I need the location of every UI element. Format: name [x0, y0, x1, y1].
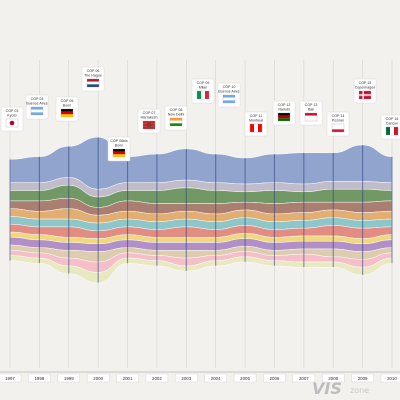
conference-number: COP 13	[305, 103, 318, 107]
conference-city: Cancun	[386, 122, 398, 126]
poland-flag-icon	[331, 123, 345, 133]
conference-city: New Delhi	[168, 113, 185, 117]
conference-city: Poznan	[332, 119, 344, 123]
conference-city: The Hague	[84, 74, 102, 78]
canada-flag-icon	[249, 123, 263, 133]
x-tick-label: 1999	[64, 376, 74, 381]
conference-number: COP 04	[31, 97, 44, 101]
year-tab	[0, 373, 22, 383]
conference-number: COP 10	[223, 85, 236, 89]
svg-text:VIS: VIS	[312, 379, 342, 398]
indonesia-flag-icon	[304, 112, 318, 122]
year-tab	[292, 373, 316, 383]
conference-number: COP 14	[332, 114, 345, 118]
conference-city: Buenos Aires	[218, 90, 239, 94]
year-tab	[204, 373, 227, 383]
x-tick-label: 2008	[328, 376, 338, 381]
conference-number: COP 03	[6, 109, 19, 113]
conference-number: COP 12	[278, 103, 291, 107]
conference-city: Bali	[308, 108, 314, 112]
year-tab	[233, 373, 257, 383]
argentina-flag-icon	[30, 106, 44, 116]
kenya-flag-icon	[277, 112, 291, 122]
conference-city: Montreal	[249, 119, 263, 123]
conference-number: COP 07	[143, 111, 156, 115]
conference-number: COP 08	[170, 108, 183, 112]
x-tick-label: 1998	[34, 376, 44, 381]
watermark-logo: VIS zone	[312, 379, 369, 398]
denmark-flag-icon	[358, 90, 372, 100]
conference-city: Bonn	[115, 144, 123, 148]
conference-city: Kyoto	[7, 114, 16, 118]
svg-text:zone: zone	[350, 386, 369, 395]
year-tab	[57, 373, 80, 383]
japan-flag-icon	[5, 118, 19, 128]
year-tab	[380, 373, 400, 383]
year-tab	[351, 373, 374, 383]
argentina-flag-icon	[222, 94, 236, 104]
year-tab	[263, 373, 286, 383]
x-tick-label: 2003	[181, 376, 191, 381]
x-tick-label: 2005	[240, 376, 250, 381]
conference-city: Bonn	[63, 104, 71, 108]
x-tick-label: 2004	[211, 376, 221, 381]
conference-number: COP 06bis	[110, 139, 128, 143]
netherlands-flag-icon	[86, 78, 100, 88]
conference-city: Copenhagen	[355, 86, 376, 90]
germany-flag-icon	[112, 148, 126, 158]
india-flag-icon	[169, 117, 183, 127]
conference-number: COP 11	[250, 114, 262, 118]
conference-number: COP 05	[61, 99, 74, 103]
x-tick-label: 2001	[123, 376, 133, 381]
conference-number: COP 09	[197, 81, 210, 85]
year-tab	[28, 373, 51, 383]
conference-city: Marrakesh	[141, 116, 158, 120]
germany-flag-icon	[60, 108, 74, 118]
conference-number: COP 15	[359, 81, 372, 85]
x-tick-label: 1997	[5, 376, 15, 381]
morocco-flag-icon	[142, 120, 156, 130]
x-tick-label: 2007	[299, 376, 309, 381]
x-tick-label: 2006	[270, 376, 280, 381]
conference-city: Milan	[199, 86, 208, 90]
stream-layers	[9, 136, 393, 284]
conference-city: Buenos Aires	[26, 102, 47, 106]
x-axis: 1997 1998 1999 2000 2001 2002 2003 2004 2005 2006…	[0, 371, 400, 383]
x-tick-label: 2000	[93, 376, 103, 381]
x-tick-label: 2010	[387, 376, 397, 381]
x-tick-label: 2002	[152, 376, 162, 381]
year-tab	[116, 373, 139, 383]
mexico-flag-icon	[385, 126, 399, 136]
conference-number: COP 16	[386, 117, 399, 121]
x-tick-label: 2009	[358, 376, 368, 381]
year-tab	[145, 373, 169, 383]
italy-flag-icon	[196, 90, 210, 100]
conference-city: Nairobi	[278, 108, 290, 112]
year-tab	[86, 373, 110, 383]
year-tab	[175, 373, 198, 383]
year-tab	[322, 373, 345, 383]
conference-number: COP 06	[87, 69, 100, 73]
